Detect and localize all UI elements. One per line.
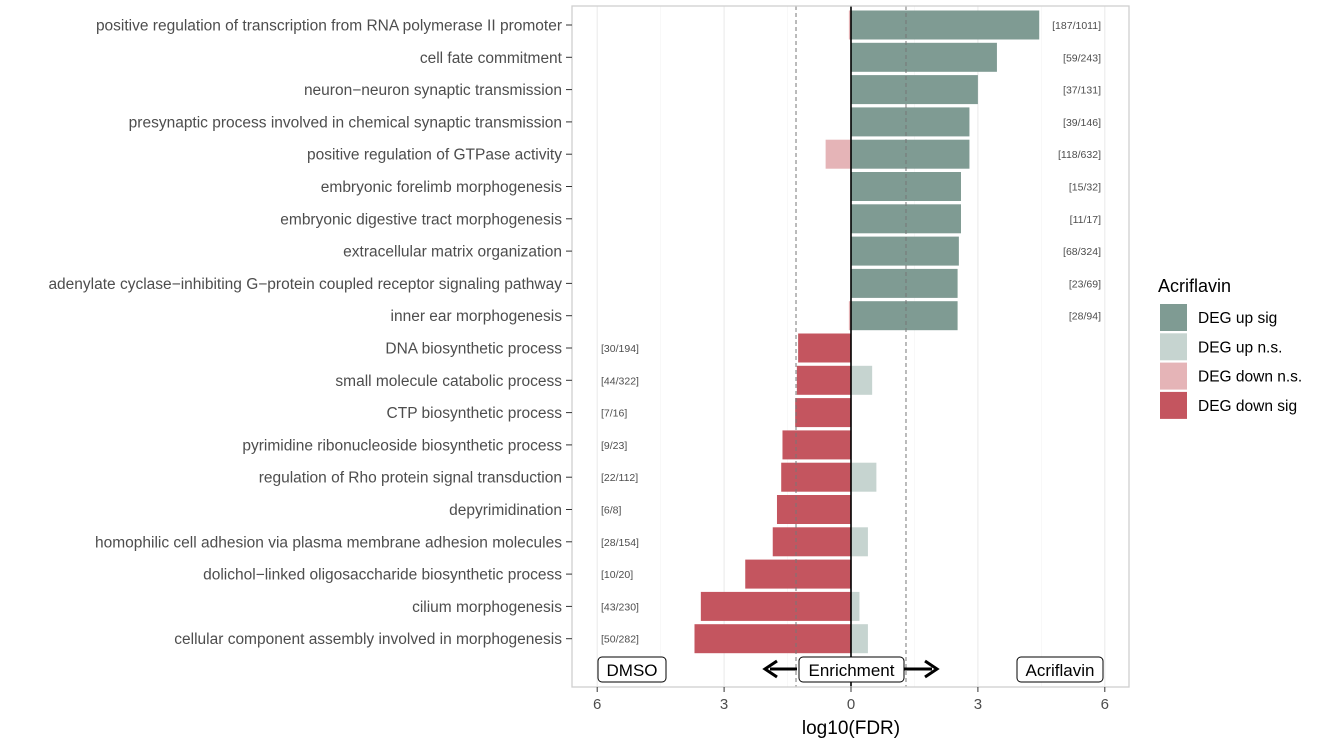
- count-label: [28/94]: [1069, 311, 1101, 323]
- y-axis-labels: positive regulation of transcription fro…: [48, 18, 572, 648]
- gene-count-labels: [187/1011] [59/243] [37/131] [39/146] [118/6…: [601, 20, 1101, 646]
- bar-down_ns: [848, 10, 851, 40]
- count-label: [50/282]: [601, 634, 639, 646]
- category-label: neuron−neuron synaptic transmission: [304, 82, 562, 99]
- bar-down_sig: [795, 398, 851, 428]
- count-label: [44/322]: [601, 375, 639, 387]
- count-label: [30/194]: [601, 343, 639, 355]
- count-label: [28/154]: [601, 537, 639, 549]
- bar-up_ns: [851, 527, 868, 557]
- x-axis-ticks: 6 3 0 3 6: [593, 687, 1109, 713]
- bar-up_ns: [851, 462, 877, 492]
- bar-up_sig: [851, 236, 959, 266]
- x-axis-title: log10(FDR): [802, 718, 900, 739]
- bar-down_sig: [798, 333, 851, 363]
- legend-swatch: [1160, 391, 1187, 419]
- bars-layer: [694, 10, 1040, 654]
- count-label: [59/243]: [1063, 52, 1101, 64]
- count-label: [37/131]: [1063, 85, 1101, 97]
- bar-up_ns: [851, 591, 860, 621]
- count-label: [43/230]: [601, 601, 639, 613]
- dmso-label: DMSO: [607, 661, 658, 680]
- acriflavin-box: [1016, 656, 1104, 683]
- legend-swatch: [1160, 362, 1187, 390]
- count-label: [6/8]: [601, 505, 622, 517]
- enrichment-box: [798, 656, 905, 683]
- category-label: regulation of Rho protein signal transdu…: [259, 470, 562, 487]
- legend-label: DEG down n.s.: [1198, 369, 1302, 386]
- category-label: cell fate commitment: [420, 50, 563, 67]
- bar-down_sig: [781, 462, 851, 492]
- bar-down_sig: [772, 527, 851, 557]
- count-label: [68/324]: [1063, 246, 1101, 258]
- acriflavin-label: Acriflavin: [1026, 661, 1095, 680]
- bar-up_ns: [851, 624, 868, 654]
- legend-label: DEG up n.s.: [1198, 339, 1282, 356]
- legend-swatch: [1160, 304, 1187, 331]
- count-label: [23/69]: [1069, 278, 1101, 290]
- count-label: [7/16]: [601, 408, 627, 420]
- category-label: embryonic digestive tract morphogenesis: [280, 211, 562, 228]
- category-label: pyrimidine ribonucleoside biosynthetic p…: [242, 437, 562, 454]
- category-label: small molecule catabolic process: [335, 373, 562, 390]
- category-label: adenylate cyclase−inhibiting G−protein c…: [48, 276, 562, 293]
- category-label: homophilic cell adhesion via plasma memb…: [95, 534, 562, 551]
- category-label: DNA biosynthetic process: [385, 341, 562, 358]
- bar-up_sig: [851, 107, 970, 137]
- bar-down_sig: [745, 559, 851, 589]
- bar-down_sig: [796, 365, 851, 395]
- annotation-layer: DMSO Enrichment Acriflavin: [597, 656, 1104, 683]
- count-label: [187/1011]: [1052, 20, 1101, 32]
- category-label: inner ear morphogenesis: [391, 308, 563, 325]
- arrow-right-icon: [924, 659, 940, 679]
- bar-down_sig: [700, 591, 851, 621]
- bar-up_sig: [851, 75, 978, 105]
- bar-up_sig: [851, 301, 958, 331]
- count-label: [39/146]: [1063, 117, 1101, 129]
- category-label: embryonic forelimb morphogenesis: [321, 179, 562, 196]
- count-label: [10/20]: [601, 569, 633, 581]
- bar-down_sig: [694, 624, 851, 654]
- dmso-box: [597, 656, 667, 683]
- count-label: [11/17]: [1070, 214, 1101, 226]
- bar-down_ns: [848, 301, 851, 331]
- category-label: CTP biosynthetic process: [387, 405, 563, 422]
- x-tick-label: 3: [974, 696, 982, 713]
- legend-label: DEG up sig: [1198, 310, 1277, 327]
- legend-label: DEG down sig: [1198, 398, 1297, 415]
- category-label: presynaptic process involved in chemical…: [129, 114, 562, 131]
- legend: Acriflavin DEG up sig DEG up n.s. DEG down…: [1158, 276, 1302, 419]
- x-tick-label: 6: [593, 696, 601, 713]
- x-tick-label: 3: [720, 696, 728, 713]
- bar-up_ns: [851, 365, 873, 395]
- x-tick-label: 0: [847, 696, 855, 713]
- count-label: [15/32]: [1069, 182, 1101, 194]
- category-label: dolichol−linked oligosaccharide biosynth…: [203, 567, 562, 584]
- category-label: positive regulation of transcription fro…: [96, 18, 562, 35]
- category-label: cellular component assembly involved in …: [174, 631, 562, 648]
- count-label: [9/23]: [601, 440, 627, 452]
- bar-down_sig: [776, 495, 851, 524]
- category-label: positive regulation of GTPase activity: [307, 147, 562, 164]
- bar-up_sig: [851, 42, 997, 72]
- category-label: cilium morphogenesis: [412, 599, 562, 616]
- enrichment-label: Enrichment: [809, 661, 895, 680]
- legend-items: DEG up sig DEG up n.s. DEG down n.s. DEG do…: [1160, 304, 1302, 419]
- x-tick-label: 6: [1101, 696, 1109, 713]
- bar-up_sig: [851, 10, 1040, 40]
- count-label: [118/632]: [1058, 149, 1101, 161]
- legend-title: Acriflavin: [1158, 276, 1231, 296]
- bar-up_sig: [851, 268, 958, 298]
- bar-down_ns: [825, 139, 851, 169]
- category-label: extracellular matrix organization: [343, 244, 562, 261]
- category-label: depyrimidination: [449, 502, 562, 519]
- legend-swatch: [1160, 333, 1187, 361]
- count-label: [22/112]: [601, 472, 638, 484]
- arrow-left-icon: [762, 659, 778, 679]
- bar-down_sig: [782, 430, 851, 460]
- threshold-lines: [795, 6, 907, 687]
- bar-up_sig: [851, 139, 970, 169]
